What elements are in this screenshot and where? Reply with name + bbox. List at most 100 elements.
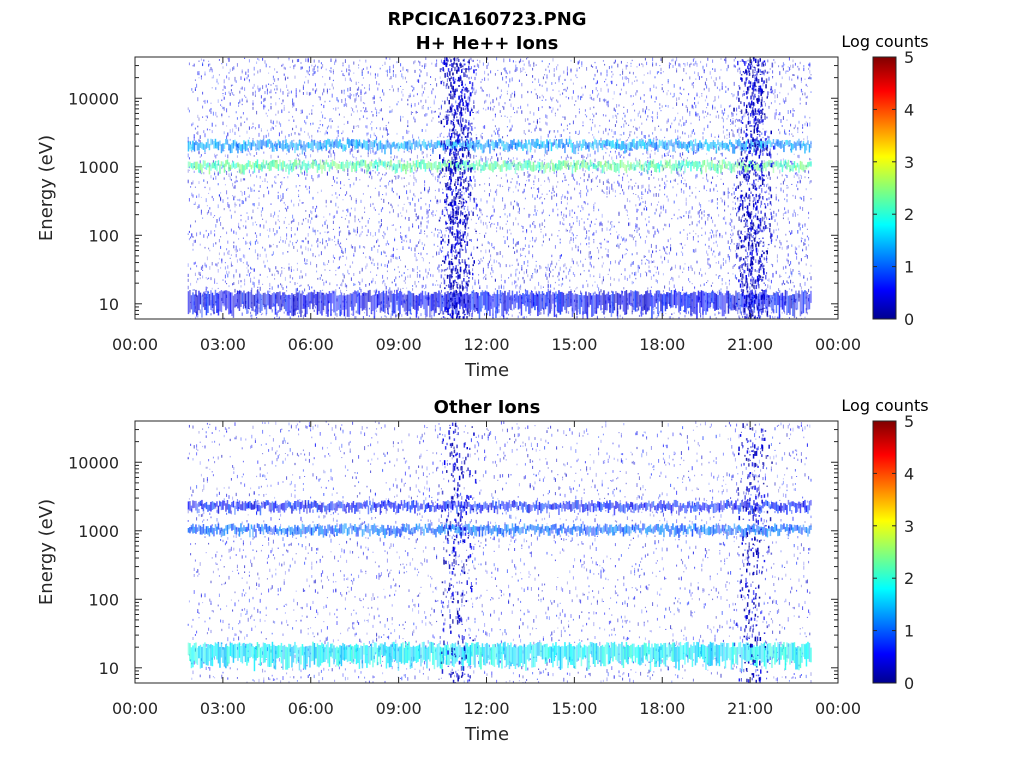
- count-pixel: [329, 118, 331, 122]
- count-pixel: [482, 267, 484, 272]
- count-pixel: [557, 275, 559, 278]
- count-pixel: [511, 314, 513, 317]
- count-pixel: [432, 88, 434, 91]
- count-pixel: [226, 75, 228, 79]
- count-pixel: [452, 58, 454, 61]
- count-pixel: [458, 206, 460, 209]
- count-pixel: [246, 76, 248, 80]
- count-pixel: [701, 227, 703, 230]
- count-pixel: [402, 239, 404, 241]
- count-pixel: [281, 267, 283, 269]
- count-pixel: [698, 76, 700, 80]
- count-pixel: [301, 275, 303, 279]
- count-pixel: [319, 131, 321, 133]
- count-pixel: [386, 138, 388, 142]
- count-pixel: [516, 249, 518, 253]
- count-pixel: [222, 121, 224, 126]
- count-pixel: [380, 99, 382, 102]
- count-pixel: [463, 207, 465, 210]
- count-pixel: [410, 103, 412, 106]
- count-pixel: [694, 102, 696, 104]
- count-pixel: [431, 173, 433, 176]
- count-pixel: [266, 129, 268, 132]
- count-pixel: [534, 78, 536, 81]
- count-pixel: [202, 217, 204, 219]
- count-pixel: [359, 59, 361, 62]
- count-pixel: [494, 279, 496, 282]
- count-pixel: [688, 141, 690, 145]
- count-pixel: [704, 110, 706, 113]
- count-pixel: [691, 313, 693, 317]
- count-pixel: [360, 232, 362, 236]
- count-pixel: [588, 230, 590, 232]
- count-pixel: [494, 73, 496, 76]
- count-pixel: [210, 313, 212, 316]
- count-pixel: [498, 285, 500, 290]
- count-pixel: [475, 72, 477, 76]
- count-pixel: [515, 185, 517, 189]
- count-pixel: [220, 196, 222, 200]
- count-pixel: [286, 208, 288, 212]
- count-pixel: [450, 270, 452, 272]
- count-pixel: [352, 130, 354, 133]
- count-pixel: [548, 238, 550, 241]
- count-pixel: [444, 317, 446, 319]
- count-pixel: [551, 254, 553, 258]
- count-pixel: [548, 190, 550, 192]
- count-pixel: [599, 223, 601, 227]
- count-pixel: [364, 312, 366, 314]
- count-pixel: [248, 194, 250, 198]
- count-pixel: [424, 288, 426, 290]
- count-pixel: [713, 188, 715, 191]
- count-pixel: [432, 210, 434, 213]
- count-pixel: [407, 269, 409, 271]
- count-pixel: [473, 246, 475, 250]
- count-pixel: [602, 155, 604, 160]
- count-pixel: [670, 237, 672, 240]
- count-pixel: [576, 261, 578, 265]
- count-pixel: [509, 119, 511, 123]
- count-pixel: [215, 111, 217, 116]
- count-pixel: [258, 279, 260, 283]
- count-pixel: [575, 244, 577, 249]
- count-pixel: [343, 90, 345, 95]
- count-pixel: [234, 195, 236, 198]
- count-pixel: [244, 178, 246, 181]
- count-pixel: [288, 223, 290, 225]
- count-pixel: [445, 86, 447, 89]
- count-pixel: [259, 253, 261, 257]
- count-pixel: [436, 63, 438, 67]
- count-pixel: [594, 317, 596, 319]
- count-pixel: [323, 281, 325, 286]
- count-pixel: [407, 120, 409, 124]
- count-pixel: [688, 93, 690, 96]
- count-pixel: [694, 132, 696, 135]
- count-pixel: [550, 96, 552, 100]
- count-pixel: [538, 79, 540, 83]
- count-pixel: [272, 215, 274, 218]
- count-pixel: [505, 76, 507, 79]
- count-pixel: [582, 121, 584, 124]
- count-pixel: [353, 182, 355, 186]
- count-pixel: [577, 133, 579, 135]
- count-pixel: [332, 86, 334, 90]
- count-pixel: [432, 274, 434, 278]
- count-pixel: [313, 71, 315, 75]
- count-pixel: [410, 111, 412, 115]
- count-pixel: [198, 181, 200, 184]
- count-pixel: [299, 163, 301, 168]
- count-pixel: [540, 266, 542, 269]
- count-pixel: [692, 58, 694, 62]
- count-pixel: [581, 86, 583, 89]
- count-pixel: [320, 111, 322, 114]
- count-pixel: [604, 99, 606, 103]
- count-pixel: [547, 176, 549, 179]
- count-pixel: [646, 169, 648, 172]
- count-pixel: [373, 245, 375, 248]
- count-pixel: [582, 263, 584, 268]
- count-pixel: [636, 223, 638, 228]
- count-pixel: [416, 244, 418, 247]
- count-pixel: [492, 214, 494, 217]
- count-pixel: [419, 62, 421, 66]
- count-pixel: [415, 178, 417, 183]
